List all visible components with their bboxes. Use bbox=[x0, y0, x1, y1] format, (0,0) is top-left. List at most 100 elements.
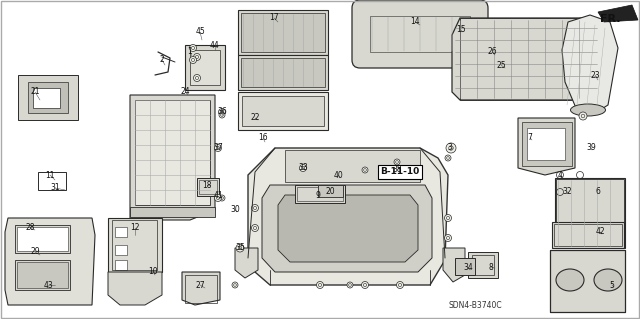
Text: 34: 34 bbox=[463, 263, 473, 272]
Bar bbox=[17, 262, 68, 288]
Text: 31: 31 bbox=[50, 183, 60, 192]
Polygon shape bbox=[552, 222, 624, 248]
Circle shape bbox=[189, 44, 196, 51]
Bar bbox=[238, 10, 328, 55]
Polygon shape bbox=[598, 5, 638, 22]
Bar bbox=[285, 150, 420, 182]
Circle shape bbox=[252, 225, 259, 232]
Text: 11: 11 bbox=[45, 170, 55, 180]
Bar bbox=[15, 260, 70, 290]
Bar bbox=[295, 185, 345, 203]
Polygon shape bbox=[182, 272, 220, 305]
Bar bbox=[554, 224, 622, 246]
Bar bbox=[241, 58, 325, 87]
Bar bbox=[318, 185, 343, 197]
Polygon shape bbox=[518, 118, 575, 175]
Circle shape bbox=[394, 167, 401, 174]
Circle shape bbox=[341, 161, 345, 165]
Circle shape bbox=[236, 244, 244, 252]
Bar bbox=[328, 155, 350, 173]
Circle shape bbox=[336, 161, 340, 165]
Bar bbox=[370, 16, 470, 52]
Bar bbox=[330, 158, 348, 170]
Circle shape bbox=[394, 159, 400, 165]
Text: 2: 2 bbox=[159, 56, 164, 64]
Circle shape bbox=[193, 75, 200, 81]
Text: 10: 10 bbox=[148, 268, 158, 277]
Circle shape bbox=[347, 282, 353, 288]
Text: 36: 36 bbox=[217, 108, 227, 116]
Text: 45: 45 bbox=[195, 27, 205, 36]
Polygon shape bbox=[262, 185, 432, 272]
Polygon shape bbox=[185, 45, 225, 90]
Text: SDN4-B3740C: SDN4-B3740C bbox=[448, 300, 502, 309]
Circle shape bbox=[219, 112, 225, 118]
Text: 7: 7 bbox=[527, 133, 532, 143]
Polygon shape bbox=[108, 272, 162, 305]
Text: 1: 1 bbox=[188, 48, 193, 56]
Polygon shape bbox=[108, 218, 162, 272]
Text: 21: 21 bbox=[30, 87, 40, 97]
FancyBboxPatch shape bbox=[352, 0, 488, 68]
Text: 39: 39 bbox=[586, 144, 596, 152]
Bar bbox=[197, 178, 219, 196]
Text: 17: 17 bbox=[269, 13, 279, 23]
Text: 40: 40 bbox=[333, 170, 343, 180]
Bar bbox=[199, 180, 217, 194]
Text: 5: 5 bbox=[609, 280, 614, 290]
Bar bbox=[115, 260, 127, 270]
Polygon shape bbox=[5, 218, 95, 305]
Ellipse shape bbox=[570, 104, 605, 116]
Polygon shape bbox=[130, 95, 215, 220]
Bar bbox=[460, 18, 597, 100]
Text: 24: 24 bbox=[180, 87, 190, 97]
Circle shape bbox=[317, 281, 323, 288]
Bar bbox=[238, 92, 328, 130]
Text: 42: 42 bbox=[595, 227, 605, 236]
Text: 26: 26 bbox=[487, 48, 497, 56]
Polygon shape bbox=[33, 88, 60, 108]
Bar bbox=[238, 55, 328, 90]
Text: 27: 27 bbox=[195, 280, 205, 290]
Text: 8: 8 bbox=[488, 263, 493, 271]
Text: 43: 43 bbox=[43, 280, 53, 290]
Text: 25: 25 bbox=[496, 61, 506, 70]
Text: 22: 22 bbox=[250, 114, 260, 122]
Text: 20: 20 bbox=[325, 188, 335, 197]
Bar bbox=[115, 227, 127, 237]
Text: 44: 44 bbox=[210, 41, 220, 49]
Polygon shape bbox=[468, 252, 498, 278]
Text: 33: 33 bbox=[298, 164, 308, 173]
Text: 12: 12 bbox=[131, 224, 140, 233]
Polygon shape bbox=[455, 258, 475, 275]
Text: 9: 9 bbox=[316, 190, 321, 199]
Text: FR.: FR. bbox=[600, 14, 621, 24]
Text: 16: 16 bbox=[258, 133, 268, 143]
Bar bbox=[241, 13, 325, 52]
Polygon shape bbox=[235, 248, 258, 278]
Text: 37: 37 bbox=[213, 144, 223, 152]
Polygon shape bbox=[278, 195, 418, 262]
Text: 6: 6 bbox=[596, 188, 600, 197]
Bar bbox=[112, 220, 157, 270]
Circle shape bbox=[300, 165, 307, 172]
Circle shape bbox=[214, 145, 221, 152]
Text: 14: 14 bbox=[410, 18, 420, 26]
Polygon shape bbox=[452, 18, 600, 100]
Polygon shape bbox=[248, 148, 448, 285]
Circle shape bbox=[252, 204, 259, 211]
Polygon shape bbox=[443, 248, 465, 282]
Bar bbox=[17, 227, 68, 251]
Polygon shape bbox=[550, 250, 625, 312]
Text: 41: 41 bbox=[213, 190, 223, 199]
Circle shape bbox=[362, 167, 368, 173]
Circle shape bbox=[218, 108, 225, 115]
Circle shape bbox=[332, 161, 335, 165]
Bar bbox=[135, 100, 210, 205]
Text: 35: 35 bbox=[235, 243, 245, 253]
Circle shape bbox=[445, 214, 451, 221]
Polygon shape bbox=[28, 82, 68, 113]
Text: 32: 32 bbox=[562, 188, 572, 197]
Text: 23: 23 bbox=[590, 70, 600, 79]
Circle shape bbox=[214, 195, 221, 202]
